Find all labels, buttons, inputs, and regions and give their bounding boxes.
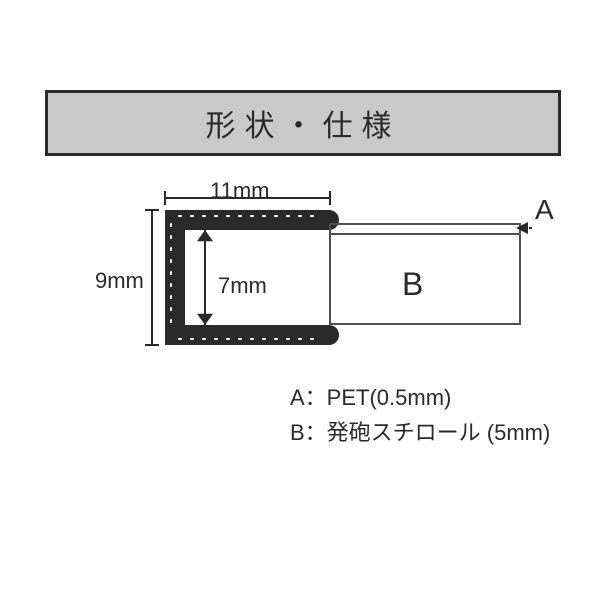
- callout-b-label: B: [402, 266, 423, 303]
- callout-a-label: A: [535, 194, 554, 226]
- dimension-width-label: 11mm: [210, 178, 270, 204]
- legend: A：PET(0.5mm) B：発砲スチロール (5mm): [290, 380, 550, 450]
- legend-line-b: B：発砲スチロール (5mm): [290, 415, 550, 450]
- legend-line-a: A：PET(0.5mm): [290, 380, 550, 415]
- dimension-inner-label: 7mm: [218, 273, 267, 299]
- dimension-height-label: 9mm: [95, 268, 144, 294]
- cross-section-diagram: [0, 0, 600, 600]
